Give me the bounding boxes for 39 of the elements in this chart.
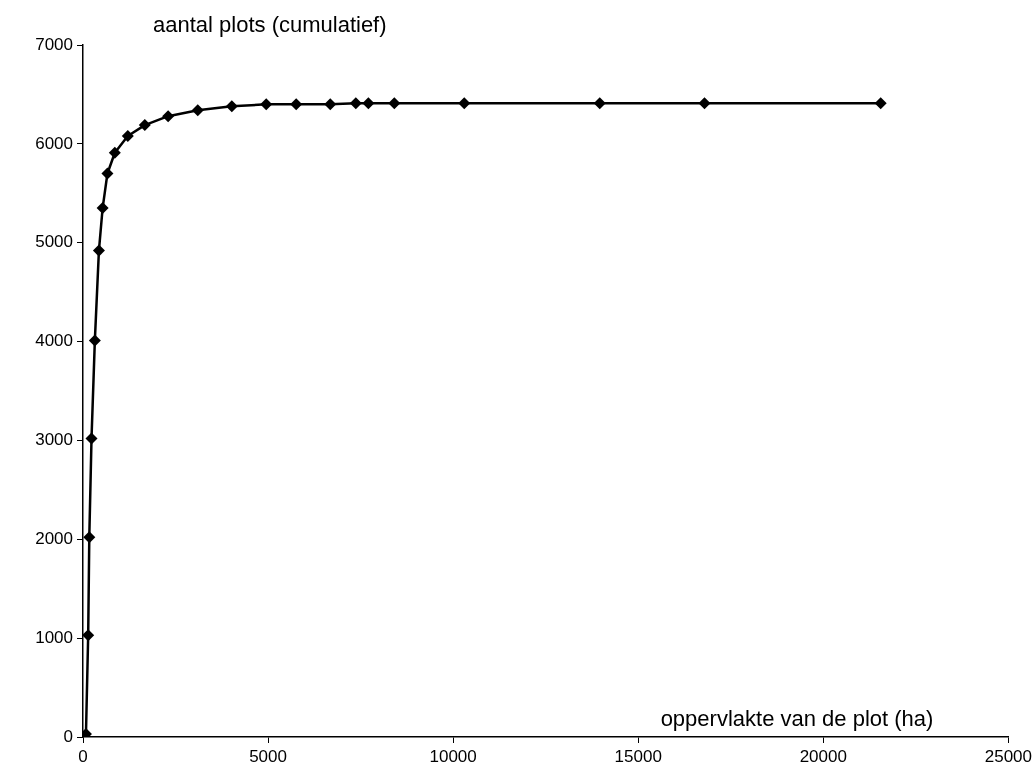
point [874, 97, 887, 110]
y-tick-label: 2000 [35, 528, 73, 548]
point [88, 334, 101, 347]
x-tick-label: 10000 [429, 746, 477, 766]
point [85, 432, 98, 445]
point [138, 119, 151, 132]
point [260, 98, 273, 111]
x-axis-title: oppervlakte van de plot (ha) [660, 706, 934, 732]
point [121, 129, 134, 142]
point [108, 146, 121, 159]
point [324, 98, 337, 111]
x-tick-label: 0 [78, 746, 88, 766]
y-tick-label: 3000 [35, 430, 73, 450]
y-tick-label: 7000 [35, 34, 73, 54]
y-tick-label: 4000 [35, 331, 73, 351]
point [92, 244, 105, 257]
y-axis-title: aantal plots (cumulatief) [153, 12, 387, 38]
point [593, 97, 606, 110]
point [290, 98, 303, 111]
x-tick-label: 20000 [799, 746, 847, 766]
point [101, 167, 114, 180]
point [162, 110, 175, 123]
point [191, 104, 204, 117]
point [698, 97, 711, 110]
point [349, 97, 362, 110]
point [96, 202, 109, 215]
y-tick-label: 5000 [35, 232, 73, 252]
x-tick-label: 15000 [614, 746, 662, 766]
point [388, 97, 401, 110]
x-tick-label: 5000 [249, 746, 287, 766]
point [458, 97, 471, 110]
point [362, 97, 375, 110]
x-tick-label: 25000 [984, 746, 1032, 766]
point [83, 531, 96, 544]
point [225, 100, 238, 113]
y-tick-label: 6000 [35, 133, 73, 153]
y-tick-label: 1000 [35, 627, 73, 647]
point [83, 629, 95, 642]
y-tick-label: 0 [63, 726, 73, 746]
